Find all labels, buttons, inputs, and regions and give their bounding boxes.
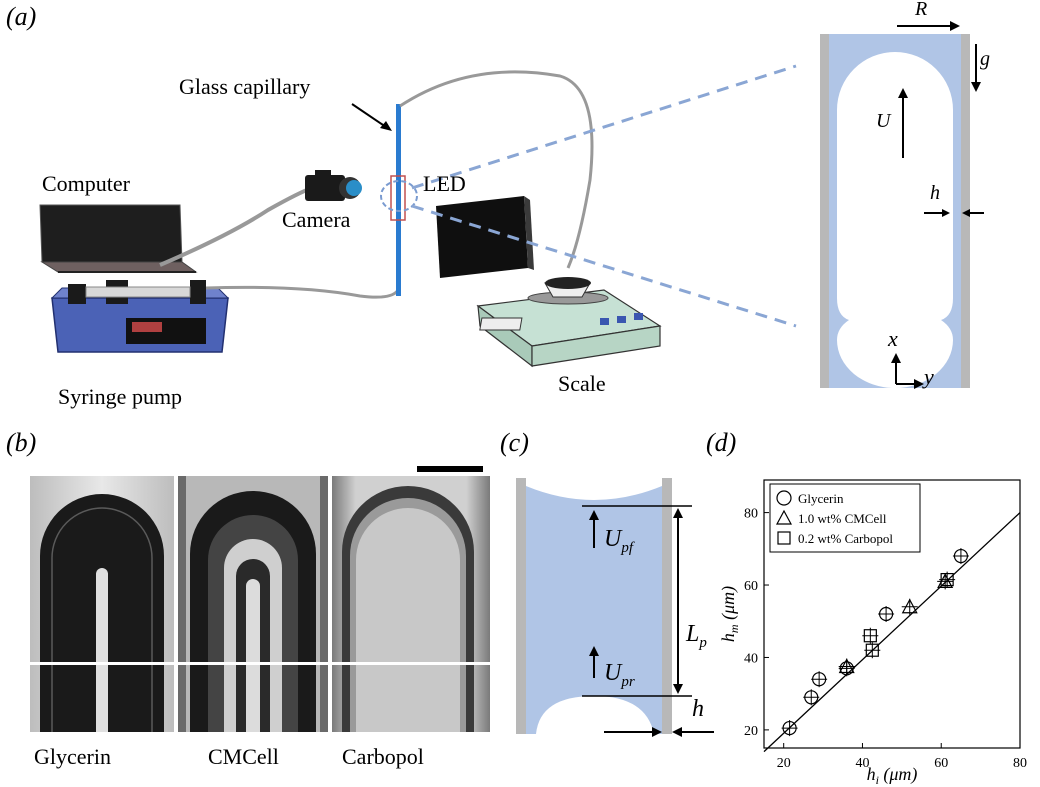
point-square-2	[939, 571, 956, 588]
micrograph-cmcell	[178, 476, 328, 732]
label-camera: Camera	[282, 207, 351, 232]
legend-marker-triangle	[775, 509, 793, 525]
capillary-holder	[390, 175, 406, 221]
inset-U: U	[876, 110, 891, 132]
x-tick-label-1: 40	[855, 756, 869, 771]
inset-h: h	[930, 182, 940, 204]
slug-schematic	[516, 478, 714, 737]
fit-line	[763, 512, 1021, 753]
x-tick-label-2: 60	[934, 756, 948, 771]
point-circle-5	[952, 548, 969, 565]
scale-bar	[417, 466, 483, 472]
label-h: h	[692, 696, 704, 722]
y-tick-label-0: 20	[744, 724, 758, 739]
legend-marker-square	[777, 531, 791, 545]
legend-glycerin: Glycerin	[798, 491, 844, 506]
point-triangle-0	[838, 658, 855, 675]
label-led: LED	[423, 171, 466, 196]
view-ellipse	[380, 180, 418, 212]
point-circle-4	[878, 606, 895, 622]
legend-marker-circle	[776, 490, 792, 506]
scale-icon	[476, 277, 662, 368]
label-computer: Computer	[42, 171, 130, 196]
setup-diagram	[39, 21, 984, 389]
point-square-1	[864, 642, 881, 659]
panel-c-tag: (c)	[500, 428, 529, 457]
x-tick-label-3: 80	[1013, 756, 1027, 771]
y-tick-label-3: 80	[744, 507, 758, 522]
camera-cable	[159, 186, 313, 267]
legend: Glycerin 1.0 wt% CMCell 0.2 wt% Carbopol	[769, 483, 921, 553]
glass-capillary	[396, 104, 401, 296]
label-glass-capillary: Glass capillary	[179, 74, 311, 99]
y-axis-label: hm (μm)	[718, 586, 741, 642]
label-scale: Scale	[558, 371, 606, 396]
point-triangle-1	[901, 598, 918, 615]
y-tick-label-1: 40	[744, 651, 758, 666]
syringe-pump-icon	[50, 280, 230, 353]
panel-d-tag: (d)	[706, 428, 737, 457]
label-U-pr: Upr	[604, 660, 635, 690]
zoom-line-bottom	[411, 204, 797, 328]
inset-x: x	[888, 326, 898, 351]
label-syringe-pump: Syringe pump	[58, 384, 183, 409]
inset-R: R	[915, 0, 928, 20]
computer-icon	[39, 204, 198, 273]
point-circle-2	[811, 671, 828, 688]
x-tick-label-0: 20	[777, 756, 791, 771]
panel-b-tag: (b)	[6, 428, 37, 457]
label-L-p: Lp	[686, 621, 707, 651]
label-U-pf: Upf	[604, 526, 634, 556]
inset-g: g	[980, 48, 990, 70]
plot-frame	[763, 479, 1021, 749]
x-axis-label: hi (μm)	[867, 764, 918, 787]
point-triangle-2	[937, 573, 954, 590]
micrograph-glycerin	[30, 476, 174, 732]
legend-carbopol: 0.2 wt% Carbopol	[798, 531, 893, 546]
legend-cmcell: 1.0 wt% CMCell	[798, 511, 887, 526]
point-circle-1	[803, 689, 820, 706]
micrographs	[30, 476, 490, 732]
y-tick-label-2: 60	[744, 579, 758, 594]
point-circle-0	[781, 720, 798, 737]
panel-a-tag: (a)	[6, 2, 37, 31]
caption-cmcell: CMCell	[208, 744, 279, 769]
inset-y: y	[924, 364, 934, 389]
camera-icon	[305, 170, 362, 201]
point-square-0	[862, 627, 879, 644]
inlet-tube	[205, 285, 400, 299]
led-panel-icon	[436, 196, 534, 278]
outlet-tube	[399, 70, 594, 269]
zoom-line-top	[411, 64, 797, 190]
caption-glycerin: Glycerin	[34, 744, 111, 769]
micrograph-carbopol	[332, 476, 490, 732]
bubble-inset	[820, 21, 984, 389]
thickness-chart: 20 40 60 80 20 40 60 80 Glycerin 1.0 wt% CMCell…	[718, 479, 1027, 787]
caption-carbopol: Carbopol	[342, 744, 424, 769]
